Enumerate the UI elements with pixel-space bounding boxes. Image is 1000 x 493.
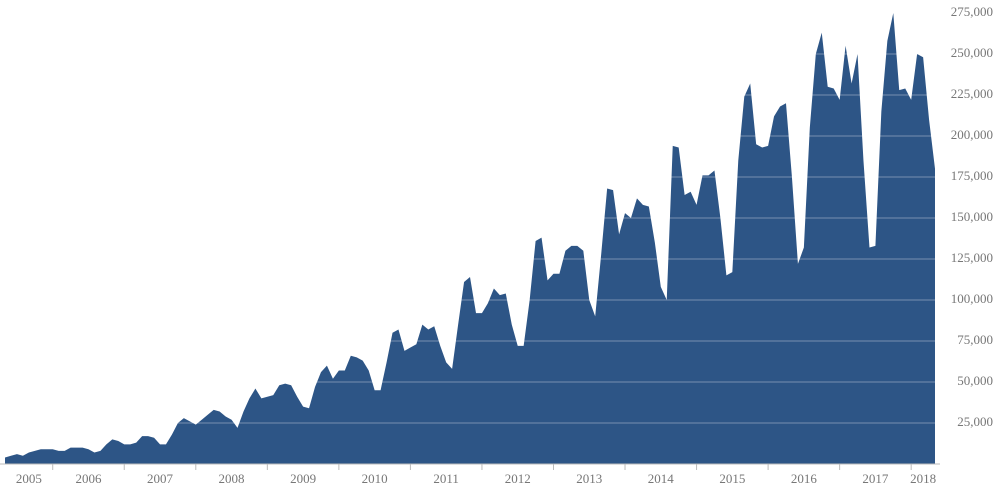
y-tick-label: 125,000 — [951, 250, 993, 265]
x-tick-label: 2006 — [75, 471, 102, 486]
y-tick-label: 25,000 — [957, 414, 993, 429]
y-tick-label: 175,000 — [951, 168, 993, 183]
x-tick-label: 2016 — [791, 471, 818, 486]
x-tick-label: 2005 — [16, 471, 42, 486]
x-tick-label: 2017 — [862, 471, 889, 486]
x-tick-label: 2008 — [219, 471, 245, 486]
x-tick-label: 2009 — [290, 471, 316, 486]
x-tick-label: 2007 — [147, 471, 174, 486]
y-tick-label: 250,000 — [951, 45, 993, 60]
x-tick-label: 2012 — [505, 471, 531, 486]
x-tick-label: 2018 — [910, 471, 936, 486]
y-tick-label: 75,000 — [957, 332, 993, 347]
y-tick-label: 100,000 — [951, 291, 993, 306]
y-tick-label: 150,000 — [951, 209, 993, 224]
y-tick-label: 225,000 — [951, 86, 993, 101]
x-tick-label: 2013 — [576, 471, 602, 486]
y-tick-label: 200,000 — [951, 127, 993, 142]
y-tick-label: 50,000 — [957, 373, 993, 388]
x-tick-label: 2011 — [433, 471, 459, 486]
x-tick-label: 2014 — [648, 471, 675, 486]
area — [5, 13, 935, 464]
x-tick-label: 2015 — [719, 471, 745, 486]
x-tick-label: 2010 — [362, 471, 388, 486]
y-tick-label: 275,000 — [951, 4, 993, 19]
